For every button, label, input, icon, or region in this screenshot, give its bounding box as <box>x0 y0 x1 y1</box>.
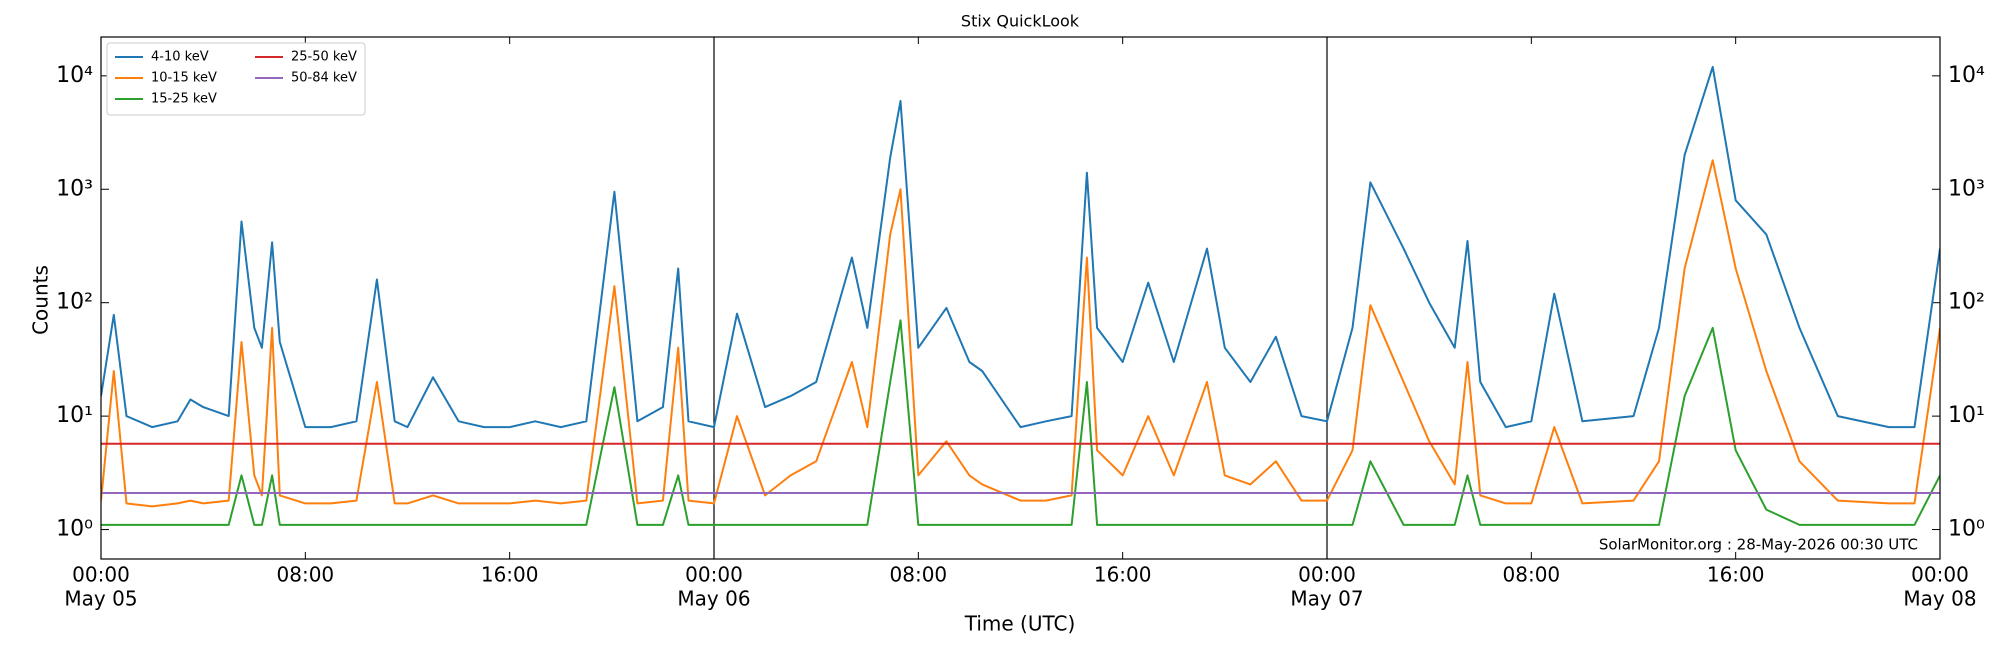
y-tick-label-right: 10¹ <box>1948 403 1985 428</box>
x-tick-label: 00:00 <box>685 563 743 587</box>
y-tick-label: 10³ <box>56 176 93 201</box>
legend-label: 50-84 keV <box>291 71 357 86</box>
x-tick-label: 08:00 <box>277 563 335 587</box>
y-tick-label: 10¹ <box>56 403 93 428</box>
x-tick-label: 00:00 <box>1298 563 1356 587</box>
x-tick-label: 00:00 <box>72 563 130 587</box>
legend-label: 4-10 keV <box>151 50 209 65</box>
x-tick-label: 16:00 <box>1094 563 1152 587</box>
legend-label: 10-15 keV <box>151 71 217 86</box>
y-tick-label-right: 10⁰ <box>1948 517 1985 542</box>
chart-title: Stix QuickLook <box>961 12 1080 31</box>
date-label: May 08 <box>1903 587 1976 611</box>
y-tick-label-right: 10³ <box>1948 176 1985 201</box>
series-line <box>101 65 1940 429</box>
y-axis-label: Counts <box>29 265 53 335</box>
y-tick-label: 10² <box>56 290 93 315</box>
date-label: May 07 <box>1290 587 1363 611</box>
series-line <box>101 319 1940 526</box>
legend-label: 15-25 keV <box>151 92 217 107</box>
series-line <box>101 159 1940 508</box>
y-tick-label-right: 10⁴ <box>1948 63 1985 88</box>
annotation: SolarMonitor.org : 28-May-2026 00:30 UTC <box>1599 536 1918 554</box>
x-tick-label: 08:00 <box>890 563 948 587</box>
x-tick-label: 08:00 <box>1503 563 1561 587</box>
plot-frame <box>100 36 1941 560</box>
x-axis-label: Time (UTC) <box>964 612 1076 636</box>
legend-box <box>106 42 366 116</box>
legend-label: 25-50 keV <box>291 50 357 65</box>
y-tick-label: 10⁰ <box>56 517 93 542</box>
y-tick-label: 10⁴ <box>56 63 93 88</box>
y-tick-label-right: 10² <box>1948 290 1985 315</box>
date-label: May 06 <box>677 587 750 611</box>
x-tick-label: 00:00 <box>1911 563 1969 587</box>
x-tick-label: 16:00 <box>1707 563 1765 587</box>
x-tick-label: 16:00 <box>481 563 539 587</box>
date-label: May 05 <box>64 587 137 611</box>
